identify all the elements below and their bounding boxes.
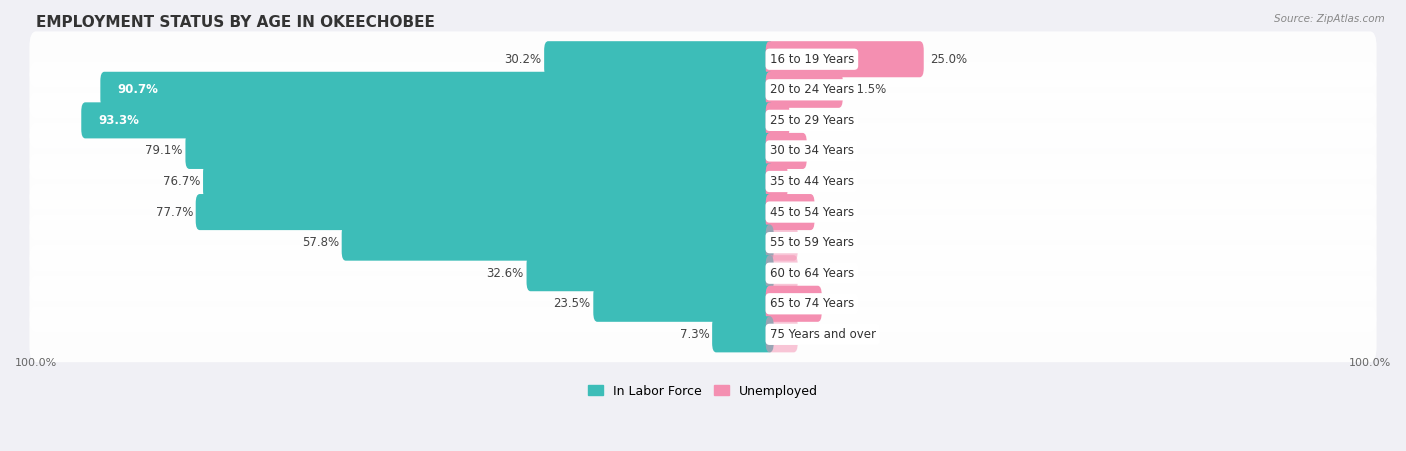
Text: 25.0%: 25.0% [931, 53, 967, 66]
Text: 2.6%: 2.6% [796, 114, 825, 127]
Text: 65 to 74 Years: 65 to 74 Years [769, 297, 853, 310]
FancyBboxPatch shape [30, 307, 1376, 362]
Text: 2.3%: 2.3% [794, 175, 824, 188]
Text: 32.6%: 32.6% [486, 267, 524, 280]
FancyBboxPatch shape [766, 72, 842, 108]
Text: 30.2%: 30.2% [505, 53, 541, 66]
FancyBboxPatch shape [593, 286, 773, 322]
FancyBboxPatch shape [766, 163, 787, 199]
FancyBboxPatch shape [30, 245, 1376, 301]
Text: 5.5%: 5.5% [813, 144, 844, 157]
FancyBboxPatch shape [30, 123, 1376, 179]
Text: EMPLOYMENT STATUS BY AGE IN OKEECHOBEE: EMPLOYMENT STATUS BY AGE IN OKEECHOBEE [37, 15, 434, 30]
FancyBboxPatch shape [766, 286, 821, 322]
Text: 11.5%: 11.5% [849, 83, 887, 97]
FancyBboxPatch shape [100, 72, 773, 108]
Text: 8.0%: 8.0% [828, 297, 858, 310]
Text: 57.8%: 57.8% [302, 236, 339, 249]
Text: 76.7%: 76.7% [163, 175, 201, 188]
FancyBboxPatch shape [766, 255, 797, 291]
Text: 23.5%: 23.5% [554, 297, 591, 310]
FancyBboxPatch shape [30, 92, 1376, 148]
FancyBboxPatch shape [30, 184, 1376, 240]
FancyBboxPatch shape [82, 102, 773, 138]
FancyBboxPatch shape [766, 316, 797, 352]
Text: 90.7%: 90.7% [118, 83, 159, 97]
FancyBboxPatch shape [202, 163, 773, 199]
FancyBboxPatch shape [544, 41, 773, 77]
Text: 75 Years and over: 75 Years and over [769, 328, 876, 341]
FancyBboxPatch shape [30, 215, 1376, 271]
Text: 55 to 59 Years: 55 to 59 Years [769, 236, 853, 249]
Text: 60 to 64 Years: 60 to 64 Years [769, 267, 853, 280]
Text: 7.3%: 7.3% [679, 328, 710, 341]
FancyBboxPatch shape [342, 225, 773, 261]
FancyBboxPatch shape [526, 255, 773, 291]
FancyBboxPatch shape [30, 32, 1376, 87]
FancyBboxPatch shape [766, 133, 807, 169]
Text: 45 to 54 Years: 45 to 54 Years [769, 206, 853, 219]
FancyBboxPatch shape [766, 41, 924, 77]
FancyBboxPatch shape [766, 102, 789, 138]
Text: 77.7%: 77.7% [156, 206, 193, 219]
Text: 79.1%: 79.1% [145, 144, 183, 157]
FancyBboxPatch shape [195, 194, 773, 230]
Text: 16 to 19 Years: 16 to 19 Years [769, 53, 853, 66]
FancyBboxPatch shape [186, 133, 773, 169]
Text: 0.0%: 0.0% [780, 236, 810, 249]
Text: 0.0%: 0.0% [780, 328, 810, 341]
FancyBboxPatch shape [766, 194, 814, 230]
Text: 35 to 44 Years: 35 to 44 Years [769, 175, 853, 188]
FancyBboxPatch shape [30, 154, 1376, 209]
FancyBboxPatch shape [30, 62, 1376, 118]
Text: 25 to 29 Years: 25 to 29 Years [769, 114, 853, 127]
Text: 0.0%: 0.0% [780, 267, 810, 280]
Text: 30 to 34 Years: 30 to 34 Years [769, 144, 853, 157]
FancyBboxPatch shape [766, 225, 797, 261]
Text: 6.8%: 6.8% [821, 206, 851, 219]
FancyBboxPatch shape [711, 316, 773, 352]
Legend: In Labor Force, Unemployed: In Labor Force, Unemployed [583, 380, 823, 403]
Text: 20 to 24 Years: 20 to 24 Years [769, 83, 853, 97]
FancyBboxPatch shape [30, 276, 1376, 331]
Text: Source: ZipAtlas.com: Source: ZipAtlas.com [1274, 14, 1385, 23]
Text: 93.3%: 93.3% [98, 114, 139, 127]
